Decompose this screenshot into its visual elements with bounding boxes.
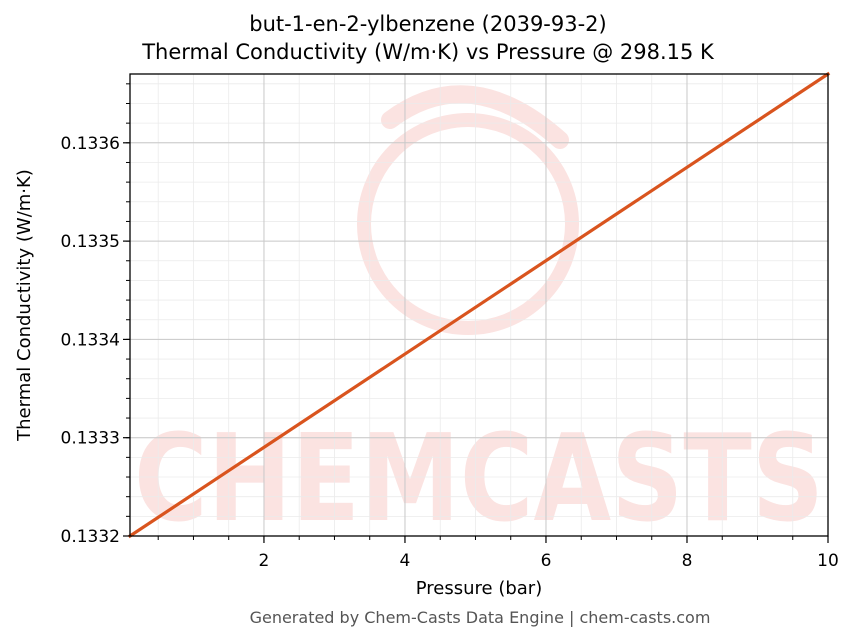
x-tick-label: 2 — [259, 551, 270, 571]
x-tick-label: 8 — [682, 551, 693, 571]
series-line — [127, 71, 831, 539]
y-axis-label: Thermal Conductivity (W/m·K) — [14, 169, 35, 442]
chart-subtitle: Thermal Conductivity (W/m·K) vs Pressure… — [142, 40, 714, 64]
watermark-text: CHEMCASTS — [134, 410, 824, 549]
watermark: CHEMCASTS — [134, 85, 824, 549]
tick-labels: 2 4 6 8 10 0.1332 0.1333 0.1334 0.1335 0.1336 — [61, 134, 839, 571]
footer-credit: Generated by Chem-Casts Data Engine | ch… — [249, 608, 711, 627]
watermark-ring — [357, 113, 579, 335]
y-tick-label: 0.1333 — [61, 429, 120, 449]
x-tick-label: 10 — [817, 551, 839, 571]
y-tick-label: 0.1335 — [61, 232, 120, 252]
y-tick-label: 0.1336 — [61, 134, 120, 154]
series-layer — [127, 71, 831, 539]
ticks — [123, 83, 829, 543]
x-axis-label: Pressure (bar) — [416, 578, 542, 599]
chart-title: but-1-en-2-ylbenzene (2039-93-2) — [249, 12, 607, 36]
x-tick-label: 4 — [400, 551, 411, 571]
axes-frame — [129, 73, 829, 537]
x-tick-label: 6 — [541, 551, 552, 571]
watermark-swoosh — [381, 85, 569, 149]
y-tick-label: 0.1332 — [61, 527, 120, 547]
y-tick-label: 0.1334 — [61, 330, 120, 350]
